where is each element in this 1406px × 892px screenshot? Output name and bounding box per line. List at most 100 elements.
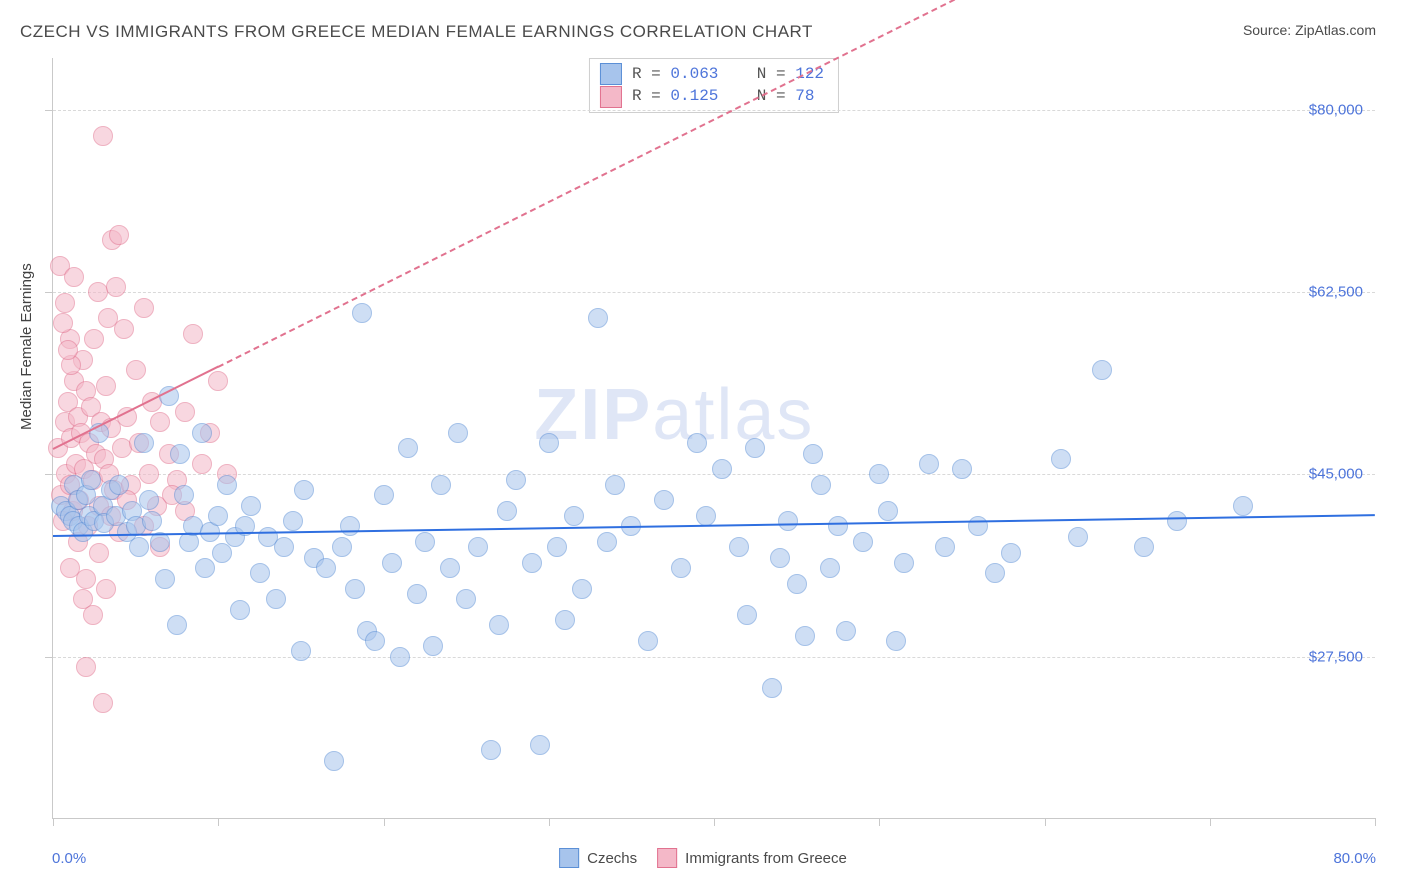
x-tick <box>1210 818 1211 826</box>
data-point <box>217 475 237 495</box>
trend-line <box>218 0 1045 368</box>
data-point <box>597 532 617 552</box>
source-attribution: Source: ZipAtlas.com <box>1243 22 1376 38</box>
data-point <box>894 553 914 573</box>
data-point <box>390 647 410 667</box>
swatch-greece-icon <box>657 848 677 868</box>
data-point <box>952 459 972 479</box>
data-point <box>382 553 402 573</box>
data-point <box>212 543 232 563</box>
legend-row-greece: R = 0.125 N = 78 <box>600 85 824 107</box>
y-axis-label: Median Female Earnings <box>18 263 35 430</box>
data-point <box>506 470 526 490</box>
y-tick-label: $80,000 <box>1309 102 1363 119</box>
data-point <box>638 631 658 651</box>
data-point <box>539 433 559 453</box>
data-point <box>770 548 790 568</box>
y-tick <box>45 110 53 111</box>
data-point <box>654 490 674 510</box>
data-point <box>431 475 451 495</box>
legend-label-greece: Immigrants from Greece <box>685 850 847 867</box>
data-point <box>195 558 215 578</box>
data-point <box>93 126 113 146</box>
data-point <box>985 563 1005 583</box>
data-point <box>64 267 84 287</box>
data-point <box>340 516 360 536</box>
x-axis-max-label: 80.0% <box>1333 850 1376 867</box>
data-point <box>489 615 509 635</box>
data-point <box>737 605 757 625</box>
y-tick <box>45 657 53 658</box>
data-point <box>820 558 840 578</box>
data-point <box>605 475 625 495</box>
data-point <box>588 308 608 328</box>
data-point <box>398 438 418 458</box>
n-label: N = <box>757 65 786 83</box>
series-legend: Czechs Immigrants from Greece <box>559 848 847 868</box>
data-point <box>76 657 96 677</box>
data-point <box>84 329 104 349</box>
data-point <box>530 735 550 755</box>
data-point <box>76 569 96 589</box>
data-point <box>55 293 75 313</box>
data-point <box>729 537 749 557</box>
data-point <box>448 423 468 443</box>
data-point <box>497 501 517 521</box>
data-point <box>283 511 303 531</box>
n-value-greece: 78 <box>795 87 814 105</box>
swatch-czechs-icon <box>559 848 579 868</box>
x-tick <box>1045 818 1046 826</box>
chart-title: CZECH VS IMMIGRANTS FROM GREECE MEDIAN F… <box>20 22 813 42</box>
data-point <box>352 303 372 323</box>
data-point <box>564 506 584 526</box>
data-point <box>572 579 592 599</box>
scatter-plot-area: ZIPatlas R = 0.063 N = 122 R = 0.125 N =… <box>52 58 1375 819</box>
data-point <box>291 641 311 661</box>
data-point <box>1051 449 1071 469</box>
r-value-greece: 0.125 <box>670 87 718 105</box>
data-point <box>1167 511 1187 531</box>
gridline <box>53 657 1375 658</box>
x-tick <box>53 818 54 826</box>
data-point <box>139 464 159 484</box>
data-point <box>522 553 542 573</box>
data-point <box>468 537 488 557</box>
data-point <box>109 225 129 245</box>
data-point <box>106 277 126 297</box>
data-point <box>142 511 162 531</box>
data-point <box>88 282 108 302</box>
data-point <box>745 438 765 458</box>
y-tick-label: $45,000 <box>1309 466 1363 483</box>
data-point <box>96 376 116 396</box>
data-point <box>250 563 270 583</box>
data-point <box>481 740 501 760</box>
data-point <box>58 340 78 360</box>
legend-item-greece: Immigrants from Greece <box>657 848 847 868</box>
data-point <box>150 412 170 432</box>
data-point <box>274 537 294 557</box>
data-point <box>208 371 228 391</box>
watermark-rest: atlas <box>652 375 814 455</box>
data-point <box>828 516 848 536</box>
data-point <box>1068 527 1088 547</box>
data-point <box>687 433 707 453</box>
data-point <box>440 558 460 578</box>
legend-label-czechs: Czechs <box>587 850 637 867</box>
data-point <box>96 579 116 599</box>
legend-item-czechs: Czechs <box>559 848 637 868</box>
swatch-czechs <box>600 63 622 85</box>
data-point <box>919 454 939 474</box>
data-point <box>109 475 129 495</box>
data-point <box>415 532 435 552</box>
x-tick <box>218 818 219 826</box>
x-tick <box>549 818 550 826</box>
data-point <box>365 631 385 651</box>
x-axis-min-label: 0.0% <box>52 850 86 867</box>
data-point <box>167 615 187 635</box>
data-point <box>886 631 906 651</box>
data-point <box>935 537 955 557</box>
data-point <box>1092 360 1112 380</box>
data-point <box>787 574 807 594</box>
data-point <box>869 464 889 484</box>
x-tick <box>879 818 880 826</box>
